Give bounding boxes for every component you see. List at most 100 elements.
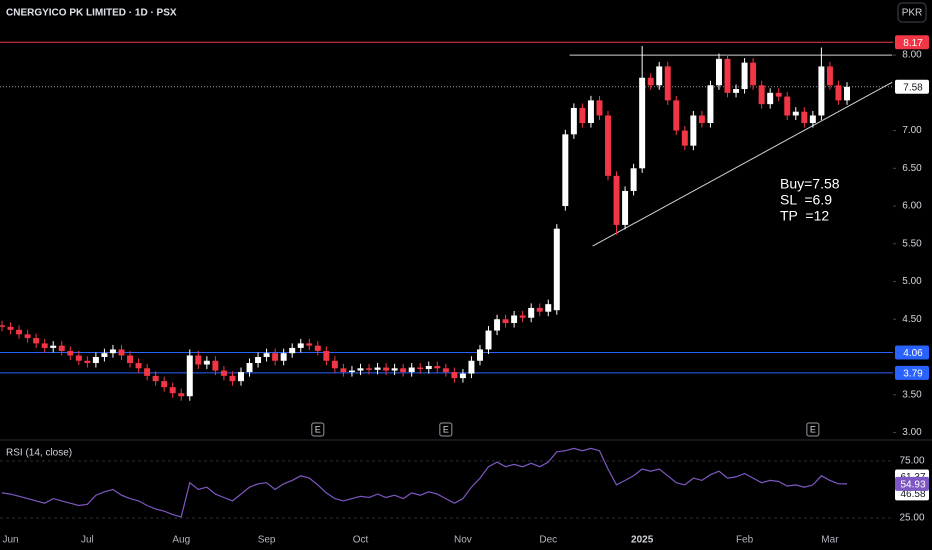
candle-body xyxy=(801,111,808,124)
candle-body xyxy=(67,350,74,356)
candle-body xyxy=(511,315,518,324)
last-price-tag xyxy=(895,79,929,94)
annotation: SL =6.9 xyxy=(780,192,832,208)
candle-body xyxy=(161,381,168,388)
currency-button[interactable] xyxy=(897,2,927,23)
candle-body xyxy=(280,353,287,361)
candle-body xyxy=(331,360,338,369)
candle-body xyxy=(647,77,654,86)
rsi-line xyxy=(1,447,848,518)
candle-body xyxy=(0,325,5,327)
y-tick-label: 3.50 xyxy=(902,389,922,400)
candle-body xyxy=(357,368,364,371)
x-tick-label: Jun xyxy=(2,535,18,546)
candle-body xyxy=(383,367,390,371)
candle-body xyxy=(58,345,65,351)
candle-body xyxy=(135,363,142,369)
price-tag xyxy=(895,365,929,380)
candle-body xyxy=(220,370,227,376)
candle-body xyxy=(587,100,594,124)
candle-body xyxy=(818,66,825,116)
candle-body xyxy=(715,58,722,86)
candle-body xyxy=(664,66,671,101)
last-price-label: 7.58 xyxy=(903,82,923,93)
candle-body xyxy=(75,355,82,361)
candle-body xyxy=(7,326,14,330)
candle-body xyxy=(741,62,748,90)
price-tag-label: 4.06 xyxy=(903,348,923,359)
annotation: Buy=7.58 xyxy=(780,176,840,192)
candle-body xyxy=(238,372,244,382)
candle-body xyxy=(152,375,159,382)
event-marker-label: E xyxy=(810,424,816,434)
candle-body xyxy=(784,96,791,116)
candle-body xyxy=(767,92,774,105)
candle-body xyxy=(690,115,697,146)
candle-body xyxy=(109,349,116,354)
y-tick-label: 7.00 xyxy=(902,125,922,136)
x-tick-label: Nov xyxy=(454,535,472,546)
candle-body xyxy=(536,307,543,312)
candle-body xyxy=(724,58,731,93)
event-marker-label: E xyxy=(315,424,321,434)
candle-body xyxy=(707,85,714,124)
candle-body xyxy=(519,315,526,318)
price-tag-label: 8.17 xyxy=(903,38,923,49)
y-tick-label: 4.50 xyxy=(902,314,922,325)
candle-body xyxy=(528,307,535,318)
x-tick-label: Mar xyxy=(821,535,839,546)
candle-body xyxy=(195,355,202,365)
candle-body xyxy=(502,319,509,324)
candle-body xyxy=(374,367,381,370)
candle-body xyxy=(562,134,569,207)
candle-body xyxy=(203,360,210,365)
candle-body xyxy=(553,228,560,311)
candle-body xyxy=(750,62,757,86)
event-marker xyxy=(311,422,325,437)
y-tick-label: 6.50 xyxy=(902,163,922,174)
candle-body xyxy=(212,360,219,371)
rsi-value-label: 46.58 xyxy=(900,489,925,500)
candle-body xyxy=(169,387,176,394)
candle-body xyxy=(178,393,185,397)
candle-body xyxy=(792,111,799,116)
candle-body xyxy=(92,356,99,364)
candle-body xyxy=(605,115,611,176)
price-tag xyxy=(895,35,929,50)
candle-body xyxy=(476,349,483,361)
candle-body xyxy=(459,373,466,379)
candle-body xyxy=(323,350,330,361)
rsi-last-tag xyxy=(895,476,929,491)
candle-body xyxy=(656,66,663,86)
candle-body xyxy=(451,372,458,379)
candle-body xyxy=(579,107,586,124)
candle-body xyxy=(485,330,492,350)
candle-body xyxy=(494,319,501,331)
candle-body xyxy=(758,85,765,105)
trend-line xyxy=(592,81,893,247)
candle-body xyxy=(144,368,151,376)
x-tick-label: Sep xyxy=(258,535,276,546)
candle-body xyxy=(826,66,833,86)
candle-body xyxy=(844,86,850,101)
candle-body xyxy=(340,368,347,373)
candle-body xyxy=(366,368,373,370)
y-tick-label: 5.50 xyxy=(902,238,922,249)
candle-body xyxy=(314,345,321,351)
annotation: TP =12 xyxy=(780,208,829,224)
candle-body xyxy=(570,107,577,135)
candle-body xyxy=(348,370,355,373)
candle-body xyxy=(545,304,552,312)
y-tick-label: 8.00 xyxy=(902,50,922,61)
chart-title: CNERGYICO PK LIMITED · 1D · PSX xyxy=(6,8,177,19)
candle-body xyxy=(263,353,270,357)
candle-body xyxy=(84,360,91,364)
currency-label[interactable]: PKR xyxy=(902,8,923,19)
candle-body xyxy=(434,366,441,369)
candle-body xyxy=(246,363,253,373)
event-marker xyxy=(439,422,453,437)
x-tick-label: Dec xyxy=(539,535,557,546)
rsi-tick-label: 75.00 xyxy=(899,456,924,467)
